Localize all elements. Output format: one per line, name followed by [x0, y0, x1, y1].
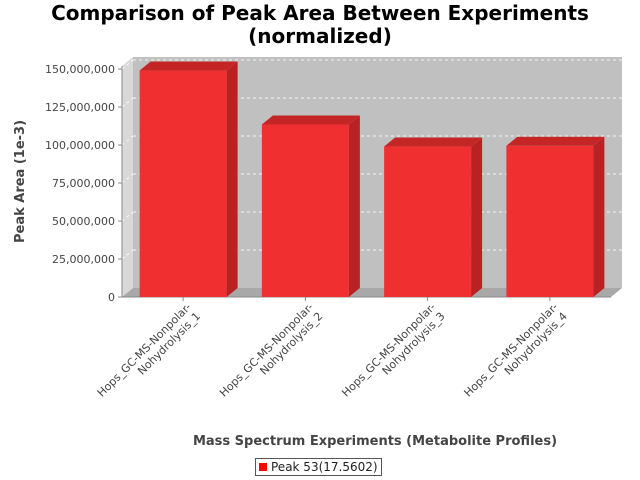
chart-title: Comparison of Peak Area Between Experime… [0, 2, 640, 48]
legend-label: Peak 53(17.5602) [271, 460, 378, 474]
y-axis-label: Peak Area (1e-3) [13, 120, 28, 243]
plot-floor [122, 288, 622, 297]
bar-top [139, 61, 238, 71]
bar [139, 70, 227, 298]
legend: Peak 53(17.5602) [255, 458, 382, 476]
x-tick-label-line: Hops_GC-MS-Nonpolar- [95, 300, 194, 399]
gridline-wall [121, 59, 134, 70]
bar [384, 146, 472, 297]
y-tick-label: 25,000,000 [52, 253, 115, 266]
bar-side [348, 115, 360, 298]
bar-top [384, 137, 483, 147]
x-tick-label-line: Hops_GC-MS-Nonpolar- [339, 300, 438, 399]
x-tick-label-line: Hops_GC-MS-Nonpolar- [462, 300, 561, 399]
x-axis-label: Mass Spectrum Experiments (Metabolite Pr… [193, 434, 557, 449]
x-tick-label: Hops_GC-MS-Nonpolar-Nohydrolysis_1 [95, 300, 203, 399]
y-tick-label: 75,000,000 [52, 177, 115, 190]
x-tick-label: Hops_GC-MS-Nonpolar-Nohydrolysis_3 [339, 300, 447, 399]
gridline-wall [121, 97, 134, 108]
x-tick-label-line: Hops_GC-MS-Nonpolar- [217, 300, 316, 399]
gridline-wall [121, 173, 134, 184]
bar-side [226, 61, 238, 298]
bar-top [506, 136, 605, 146]
bar [506, 145, 594, 297]
y-tick-label: 100,000,000 [45, 139, 115, 152]
gridline-wall [121, 135, 134, 146]
y-tick-label: 0 [108, 291, 115, 304]
bar-side [593, 136, 605, 297]
legend-swatch [259, 463, 267, 471]
x-tick-label: Hops_GC-MS-Nonpolar-Nohydrolysis_2 [217, 300, 325, 399]
gridline-wall [121, 211, 134, 222]
gridline-wall [121, 249, 134, 260]
bar-side [471, 137, 483, 297]
plot-left-wall [122, 57, 133, 297]
y-tick-label: 125,000,000 [45, 101, 115, 114]
chart-title-line-2: (normalized) [248, 24, 392, 48]
x-tick-label: Hops_GC-MS-Nonpolar-Nohydrolysis_4 [462, 300, 570, 399]
bar-top [261, 115, 360, 125]
y-tick-label: 50,000,000 [52, 215, 115, 228]
chart-title-line-1: Comparison of Peak Area Between Experime… [51, 1, 589, 25]
bar [261, 124, 349, 298]
y-tick-label: 150,000,000 [45, 63, 115, 76]
